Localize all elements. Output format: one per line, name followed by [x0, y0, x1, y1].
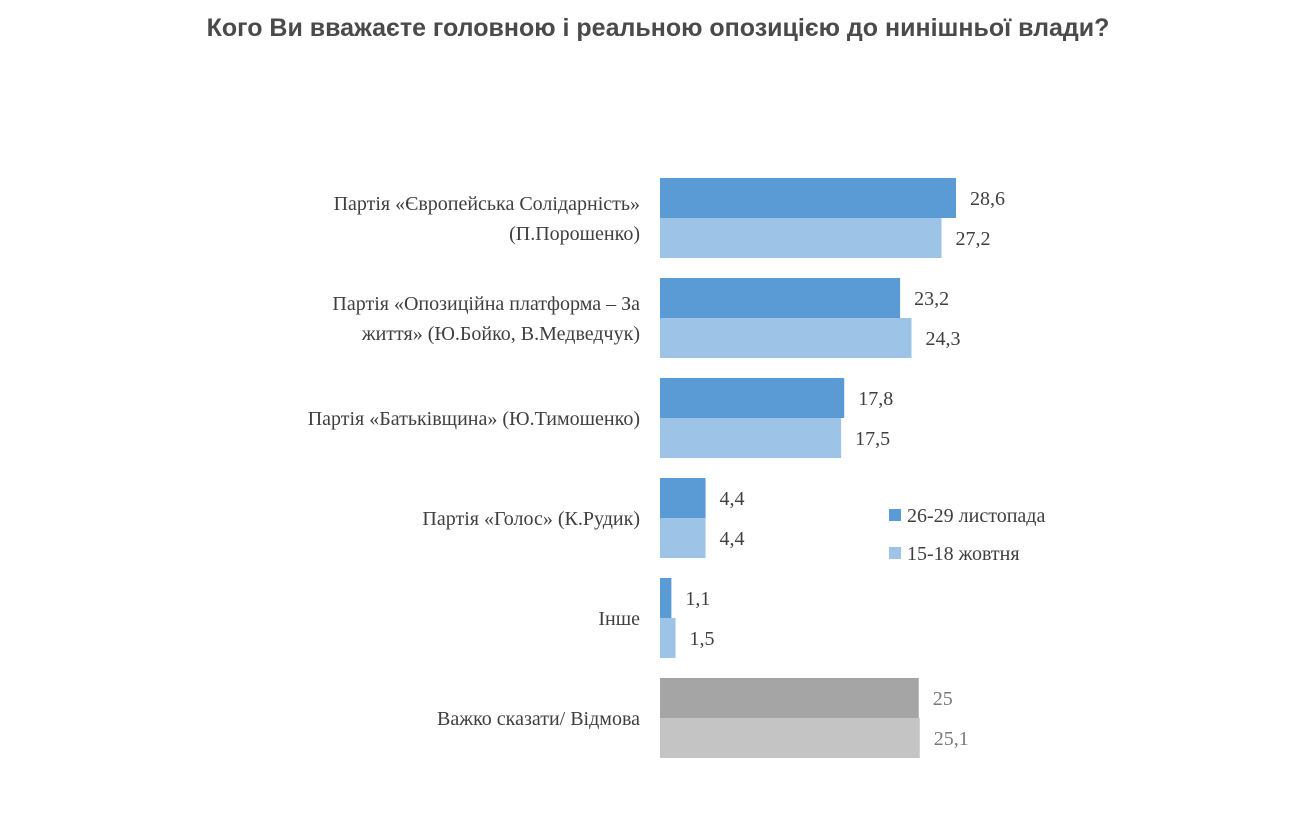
data-label-0-1: 27,2 [956, 228, 991, 250]
category-label-4-0: Інше [598, 608, 640, 630]
category-label-1-1: життя» (Ю.Бойко, В.Медведчук) [361, 323, 640, 345]
data-label-2-1: 17,5 [855, 428, 890, 450]
data-label-3-1: 4,4 [720, 528, 745, 550]
data-label-5-1: 25,1 [934, 728, 969, 750]
data-label-4-1: 1,5 [690, 628, 715, 650]
bar-4-0 [660, 578, 672, 618]
category-labels-group: Партія «Європейська Солідарність» (П.Поро… [308, 193, 640, 730]
bar-3-1 [660, 518, 706, 558]
data-label-5-0: 25 [933, 688, 953, 710]
bar-1-1 [660, 318, 912, 358]
bars-group [660, 178, 956, 758]
value-labels-group: 28,6 27,2 23,2 24,3 17,8 17,5 4,4 4,4 1,1 1,5 25 25… [685, 188, 1005, 750]
data-label-4-0: 1,1 [685, 588, 710, 610]
data-label-1-0: 23,2 [914, 288, 949, 310]
data-label-1-1: 24,3 [925, 328, 960, 350]
bar-2-1 [660, 418, 842, 458]
bar-3-0 [660, 478, 706, 518]
bar-0-1 [660, 218, 942, 258]
legend-label-1: 15-18 жовтня [907, 543, 1020, 565]
category-label-5-0: Важко сказати/ Відмова [437, 708, 640, 730]
legend-swatch-0 [889, 509, 901, 521]
bar-5-1 [660, 718, 920, 758]
legend: 26-29 листопада 15-18 жовтня [889, 505, 1045, 565]
legend-label-0: 26-29 листопада [907, 505, 1045, 527]
bar-2-0 [660, 378, 845, 418]
data-label-2-0: 17,8 [858, 388, 893, 410]
category-label-2-0: Партія «Батьківщина» (Ю.Тимошенко) [308, 408, 640, 430]
chart-title: Кого Ви вважаєте головною і реальною опо… [206, 14, 1110, 42]
data-label-0-0: 28,6 [970, 188, 1005, 210]
bar-4-1 [660, 618, 676, 658]
category-label-0-1: (П.Порошенко) [509, 223, 640, 245]
category-label-1-0: Партія «Опозиційна платформа – За [332, 293, 640, 315]
bar-1-0 [660, 278, 901, 318]
data-label-3-0: 4,4 [720, 488, 745, 510]
bar-5-0 [660, 678, 919, 718]
category-label-0-0: Партія «Європейська Солідарність» [334, 193, 640, 215]
legend-swatch-1 [889, 547, 901, 559]
category-label-3-0: Партія «Голос» (К.Рудик) [422, 508, 640, 530]
bar-0-0 [660, 178, 956, 218]
